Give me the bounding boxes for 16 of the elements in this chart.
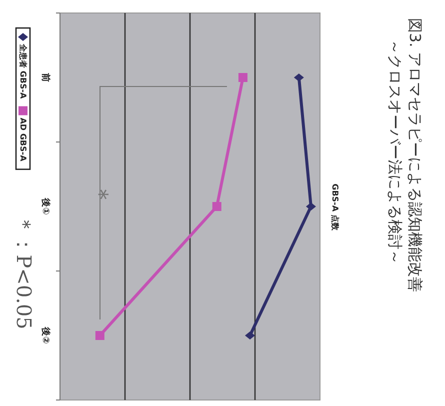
legend-label: 全患者 GBS-A <box>18 43 28 100</box>
y-tick-label: 前 <box>40 72 51 82</box>
point <box>306 202 316 210</box>
text: ＊：P<0.05 <box>12 214 36 330</box>
y-axis-title: GBS-A 点数 <box>330 184 340 232</box>
point <box>95 331 104 340</box>
point <box>212 202 222 211</box>
y-tick-label: 後① <box>40 197 51 216</box>
legend-label: AD GBS-A <box>18 118 28 162</box>
point <box>238 73 248 82</box>
point <box>244 332 255 340</box>
y-tick-label: 後② <box>40 326 51 344</box>
point <box>294 74 304 82</box>
annotation: ＊ <box>86 182 114 206</box>
text: 図3. アロマセラピーによる認知機能改善 <box>406 18 424 292</box>
text: ～クロスオーバー法による検討～ <box>386 40 404 264</box>
